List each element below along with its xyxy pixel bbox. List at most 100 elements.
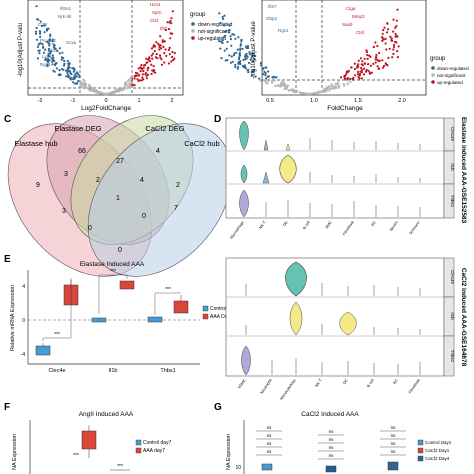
legend-label: Control Day1 xyxy=(425,440,452,445)
volcano-point xyxy=(239,47,242,50)
volcano-point xyxy=(162,45,165,49)
celltype-label: DC xyxy=(282,220,289,227)
gene-label: Rgs1 xyxy=(278,28,289,33)
volcano-point xyxy=(142,66,145,69)
volcano-point xyxy=(351,78,355,81)
volcano-point xyxy=(252,59,255,63)
volcano-point xyxy=(361,69,364,72)
volcano-point xyxy=(376,65,379,68)
volcano-point xyxy=(325,89,328,92)
volcano-point xyxy=(167,62,171,65)
volcano-point xyxy=(141,76,144,79)
panel-b-gene-labels: Ifi27 Gbp2 Rgs1 Ciga Mmp3 Saa3 Ctsf xyxy=(266,4,365,35)
volcano-point xyxy=(382,66,385,69)
volcano-point xyxy=(238,53,241,56)
panel-g-boxplot: G CaCl2 Induced AAA NA Expression 10 ns … xyxy=(214,402,452,474)
volcano-point xyxy=(84,83,87,86)
volcano-point xyxy=(265,66,268,69)
volcano-point xyxy=(66,67,69,70)
celltype-label: Schwann xyxy=(409,220,421,235)
panel-d-frame xyxy=(225,117,445,219)
volcano-point xyxy=(229,35,232,38)
panel-d-side-label: Elastase induced AAA-GSE152583 xyxy=(460,117,467,224)
x-tick: 0.5 xyxy=(266,98,274,104)
violin xyxy=(285,143,291,151)
volcano-point xyxy=(159,56,162,59)
volcano-point xyxy=(151,52,154,55)
sig-bracket xyxy=(154,292,181,315)
volcano-point xyxy=(369,55,372,59)
y-tick: 10 xyxy=(235,465,241,471)
venn-set-label: Elastase hub xyxy=(14,139,57,148)
volcano-point xyxy=(68,66,71,69)
volcano-point xyxy=(357,59,360,62)
volcano-point xyxy=(34,30,38,33)
panel-b-legend: group down-regulated not-significant up-… xyxy=(430,56,469,85)
volcano-point xyxy=(234,37,237,40)
volcano-point xyxy=(65,75,68,78)
panel-d2-celltype-labels: VSMC Neutrophil Monocyte/Mac NK-T DC B c… xyxy=(237,378,421,401)
volcano-point xyxy=(159,44,162,47)
panel-letter: F xyxy=(4,402,10,413)
volcano-point xyxy=(363,57,366,60)
panel-b-xlabel: FoldChange xyxy=(327,105,363,112)
volcano-point xyxy=(394,32,397,36)
legend-title: group xyxy=(190,12,206,18)
volcano-point xyxy=(386,28,390,31)
volcano-point xyxy=(365,49,368,52)
volcano-point xyxy=(274,84,277,88)
volcano-point xyxy=(51,63,54,66)
volcano-point xyxy=(375,53,378,57)
volcano-point xyxy=(282,82,285,85)
legend-dot xyxy=(191,22,195,26)
volcano-point xyxy=(381,32,384,35)
celltype-label: DC xyxy=(342,378,349,385)
gene-label: Hcn1 xyxy=(150,2,161,7)
gene-strip xyxy=(443,335,455,377)
volcano-point xyxy=(221,15,224,19)
volcano-point xyxy=(158,48,161,51)
volcano-point xyxy=(130,78,133,81)
panel-a-x-ticks: -2 -1 0 1 2 xyxy=(38,98,174,104)
volcano-point xyxy=(228,31,231,34)
volcano-point xyxy=(153,50,156,53)
violin xyxy=(289,301,303,336)
legend-swatch xyxy=(202,305,209,312)
volcano-point xyxy=(51,38,54,41)
venn-count: 2 xyxy=(96,177,100,184)
volcano-point xyxy=(46,63,49,66)
box-control xyxy=(91,317,107,323)
violin xyxy=(339,311,357,336)
volcano-point xyxy=(382,29,385,32)
volcano-point xyxy=(171,10,174,13)
volcano-point xyxy=(244,45,247,48)
volcano-point xyxy=(81,83,84,86)
volcano-point xyxy=(230,44,233,47)
volcano-point xyxy=(343,75,346,78)
volcano-point xyxy=(237,58,241,61)
sig-label: ns xyxy=(329,429,335,434)
volcano-point xyxy=(38,42,41,45)
volcano-point xyxy=(383,64,386,67)
volcano-point xyxy=(343,77,346,80)
volcano-point xyxy=(35,5,38,8)
panel-a-volcano: Ifitm1 Nrk-Irk Cd5l Pcolce2 Scxa Ckxa Ly… xyxy=(18,0,233,112)
venn-counts: 9 66 27 4 3 2 4 2 3 1 0 7 0 0 xyxy=(36,148,180,254)
volcano-point xyxy=(229,61,232,64)
panel-g-legend: Control Day1 CaCl2 Day1 CaCl2 Day4 xyxy=(417,439,452,462)
volcano-point xyxy=(41,43,44,46)
gene-strip-label: Thbs1 xyxy=(450,195,455,208)
volcano-point xyxy=(391,56,394,59)
volcano-point xyxy=(169,32,172,35)
celltype-label: VSMC xyxy=(237,378,247,389)
violin xyxy=(279,154,297,184)
volcano-point xyxy=(222,17,225,21)
volcano-point xyxy=(369,64,372,67)
volcano-point xyxy=(69,72,72,75)
gene-label: Ifi27 xyxy=(268,4,277,9)
volcano-point xyxy=(155,53,158,56)
volcano-point xyxy=(264,72,267,75)
panel-d-violins: D Clec4e Il1b Thbs1 Elastase induced AAA… xyxy=(214,114,467,240)
volcano-point xyxy=(42,51,46,55)
volcano-point xyxy=(231,60,234,63)
